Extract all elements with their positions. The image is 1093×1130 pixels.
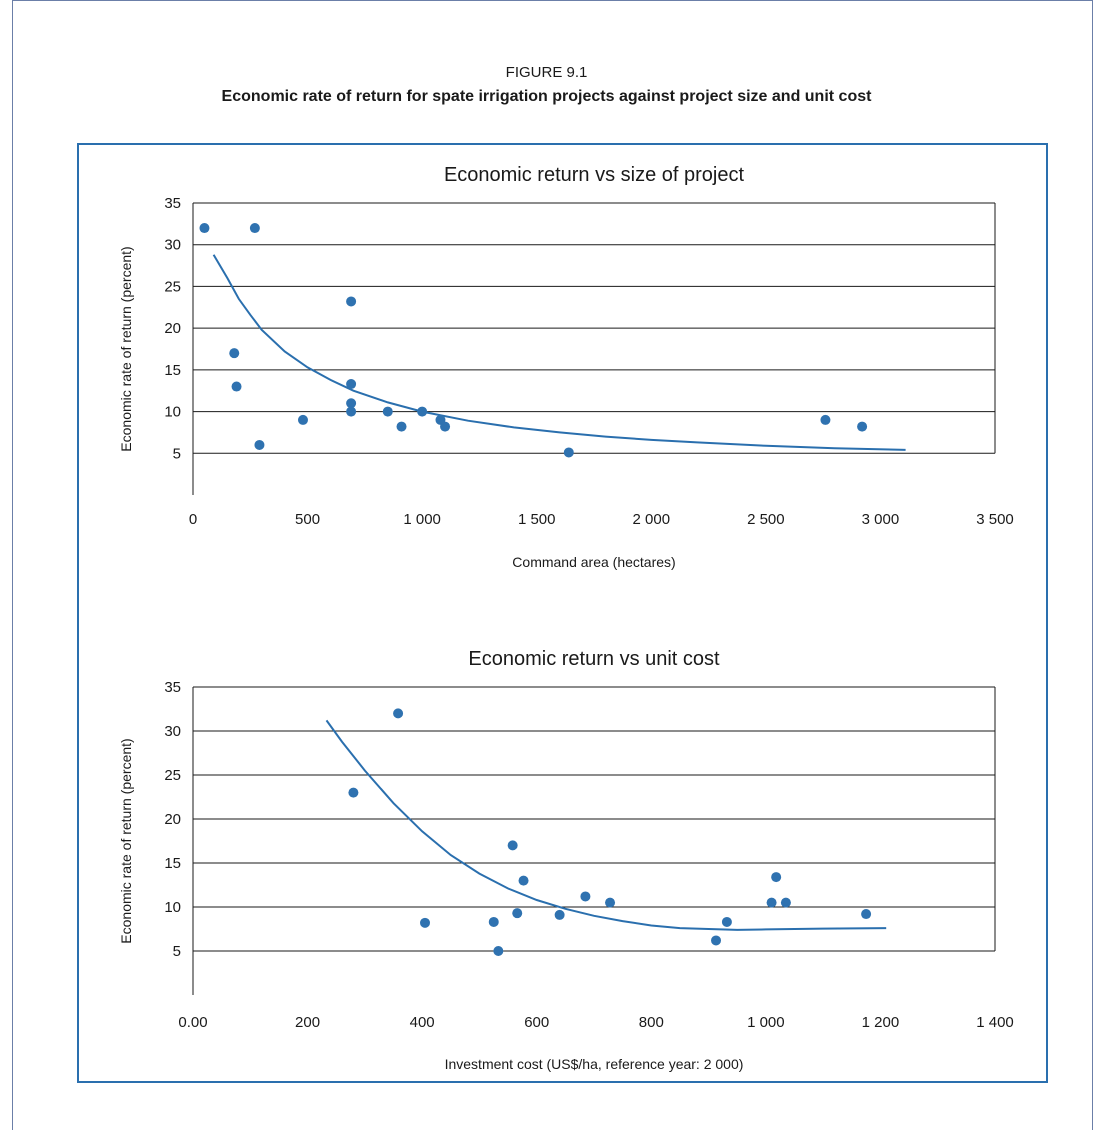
data-point [721,916,732,927]
y-tick-label: 25 [164,767,181,784]
y-tick-label: 5 [173,943,181,960]
chart-cost-vs-return: Economic return vs unit cost 5 10 15 20 25 30 3… [118,648,1014,1072]
y-tick-label: 10 [164,899,181,916]
x-tick-label: 400 [410,1014,435,1031]
data-point [382,406,393,417]
data-point [512,908,523,919]
data-point [580,891,591,902]
data-point [231,381,242,392]
y-tick-label: 10 [164,404,181,421]
y-tick-label: 35 [164,679,181,696]
data-point [554,909,565,920]
figure-border-top [12,0,1093,1]
x-tick-label: 3 000 [862,511,900,528]
x-tick-label: 3 500 [976,511,1014,528]
data-point [199,223,210,234]
x-tick-label: 600 [524,1014,549,1031]
data-point [711,935,722,946]
y-axis-label: Economic rate of return (percent) [118,246,134,451]
y-tick-label: 20 [164,811,181,828]
x-axis-label: Command area (hectares) [512,554,675,570]
data-point [861,909,872,920]
y-tick-label: 5 [173,445,181,462]
data-point [420,917,431,928]
x-tick-label: 0 [189,511,197,528]
data-point [766,897,777,908]
data-point [563,447,574,458]
data-point [346,379,357,390]
x-tick-label: 800 [639,1014,664,1031]
data-point [249,223,260,234]
y-tick-label: 20 [164,320,181,337]
data-point [605,897,616,908]
charts-panel [77,143,1048,1083]
data-point [346,398,357,409]
data-point [396,421,407,432]
data-point [780,897,791,908]
y-tick-label: 15 [164,855,181,872]
x-tick-label: 2 000 [633,511,671,528]
data-point [393,708,404,719]
data-point [440,421,451,432]
x-tick-label: 1 000 [403,511,441,528]
figure-label: FIGURE 9.1 [505,64,588,81]
trendline [212,254,906,451]
figure-border-left [12,0,13,1130]
y-tick-label: 35 [164,195,181,212]
y-tick-label: 30 [164,723,181,740]
x-tick-label: 1 400 [976,1014,1014,1031]
data-point [346,406,357,417]
data-point [348,787,359,798]
data-point [346,296,357,307]
chart-title: Economic return vs unit cost [468,648,720,670]
y-tick-label: 30 [164,237,181,254]
data-point [297,414,308,425]
y-axis-label: Economic rate of return (percent) [118,738,134,943]
data-point [254,439,265,450]
x-tick-label: 1 200 [862,1014,900,1031]
chart-title: Economic return vs size of project [444,164,745,186]
figure-title: Economic rate of return for spate irriga… [221,88,872,105]
data-point [857,421,868,432]
trendline [325,719,887,931]
y-tick-label: 15 [164,362,181,379]
data-point [493,946,504,956]
x-tick-label: 0.00 [178,1014,207,1031]
x-tick-label: 2 500 [747,511,785,528]
x-axis-label: Investment cost (US$/ha, reference year:… [445,1056,744,1072]
x-tick-label: 1 000 [747,1014,785,1031]
data-point [771,872,782,883]
y-tick-label: 25 [164,278,181,295]
x-tick-label: 200 [295,1014,320,1031]
x-tick-label: 500 [295,511,320,528]
data-point [820,414,831,425]
data-point [518,875,529,886]
chart-size-vs-return: Economic return vs size of project 5 10 15 2… [118,164,1014,570]
x-tick-label: 1 500 [518,511,556,528]
data-point [507,840,518,851]
data-point [229,348,240,359]
data-point [488,916,499,927]
data-point [417,406,428,417]
